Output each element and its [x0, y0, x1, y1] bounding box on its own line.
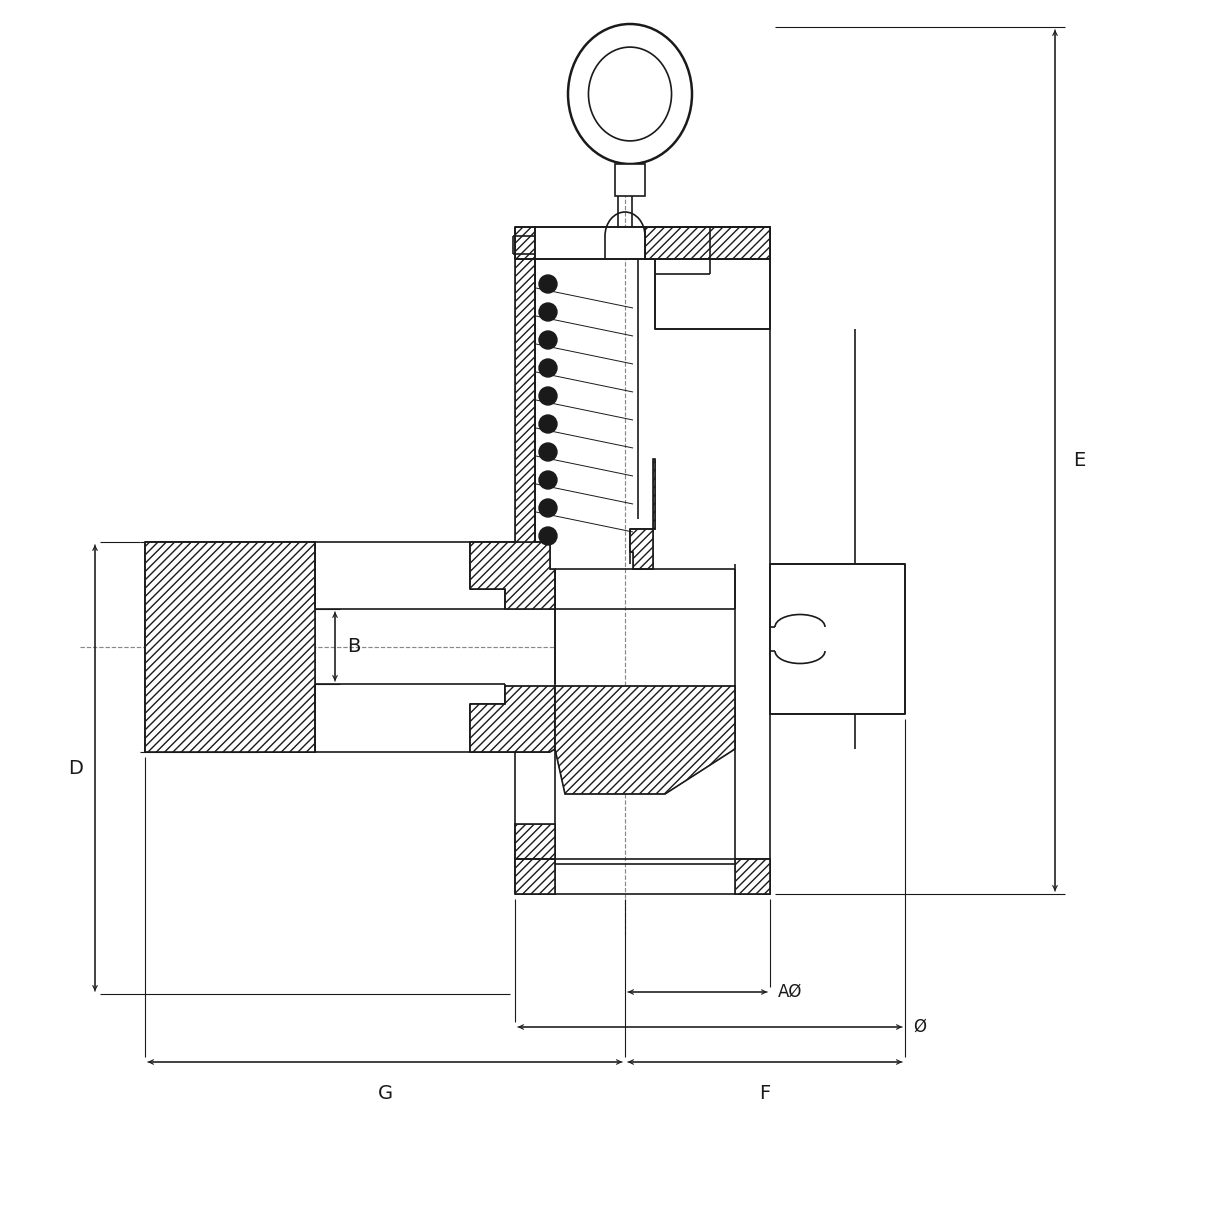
Text: Ø: Ø [913, 1019, 926, 1036]
Circle shape [539, 359, 557, 378]
Bar [515, 259, 535, 569]
Bar [515, 259, 535, 569]
Text: F: F [760, 1084, 771, 1104]
Circle shape [539, 304, 557, 320]
Bar [515, 824, 555, 860]
Ellipse shape [589, 47, 671, 141]
Polygon shape [734, 860, 770, 894]
Circle shape [539, 499, 557, 517]
Ellipse shape [568, 24, 692, 164]
Bar [515, 227, 535, 259]
Bar [645, 227, 770, 259]
Bar [615, 164, 645, 195]
Bar [535, 227, 645, 259]
Circle shape [539, 331, 557, 348]
Polygon shape [144, 541, 314, 751]
Polygon shape [630, 459, 656, 569]
Circle shape [539, 276, 557, 293]
Bar [515, 824, 555, 860]
Text: B: B [347, 637, 361, 656]
Circle shape [539, 387, 557, 405]
Circle shape [539, 471, 557, 489]
Text: C: C [229, 637, 243, 657]
Polygon shape [470, 541, 555, 609]
Polygon shape [555, 686, 734, 794]
Text: E: E [1073, 450, 1085, 470]
Text: D: D [68, 759, 83, 777]
Circle shape [539, 443, 557, 461]
Text: AØ: AØ [778, 983, 802, 1002]
Bar [515, 227, 535, 259]
Bar [645, 227, 770, 259]
Bar [770, 565, 904, 714]
Bar [656, 227, 770, 329]
Circle shape [539, 415, 557, 433]
Polygon shape [515, 860, 555, 894]
Text: G: G [378, 1084, 392, 1104]
Circle shape [539, 527, 557, 545]
Polygon shape [470, 686, 555, 751]
